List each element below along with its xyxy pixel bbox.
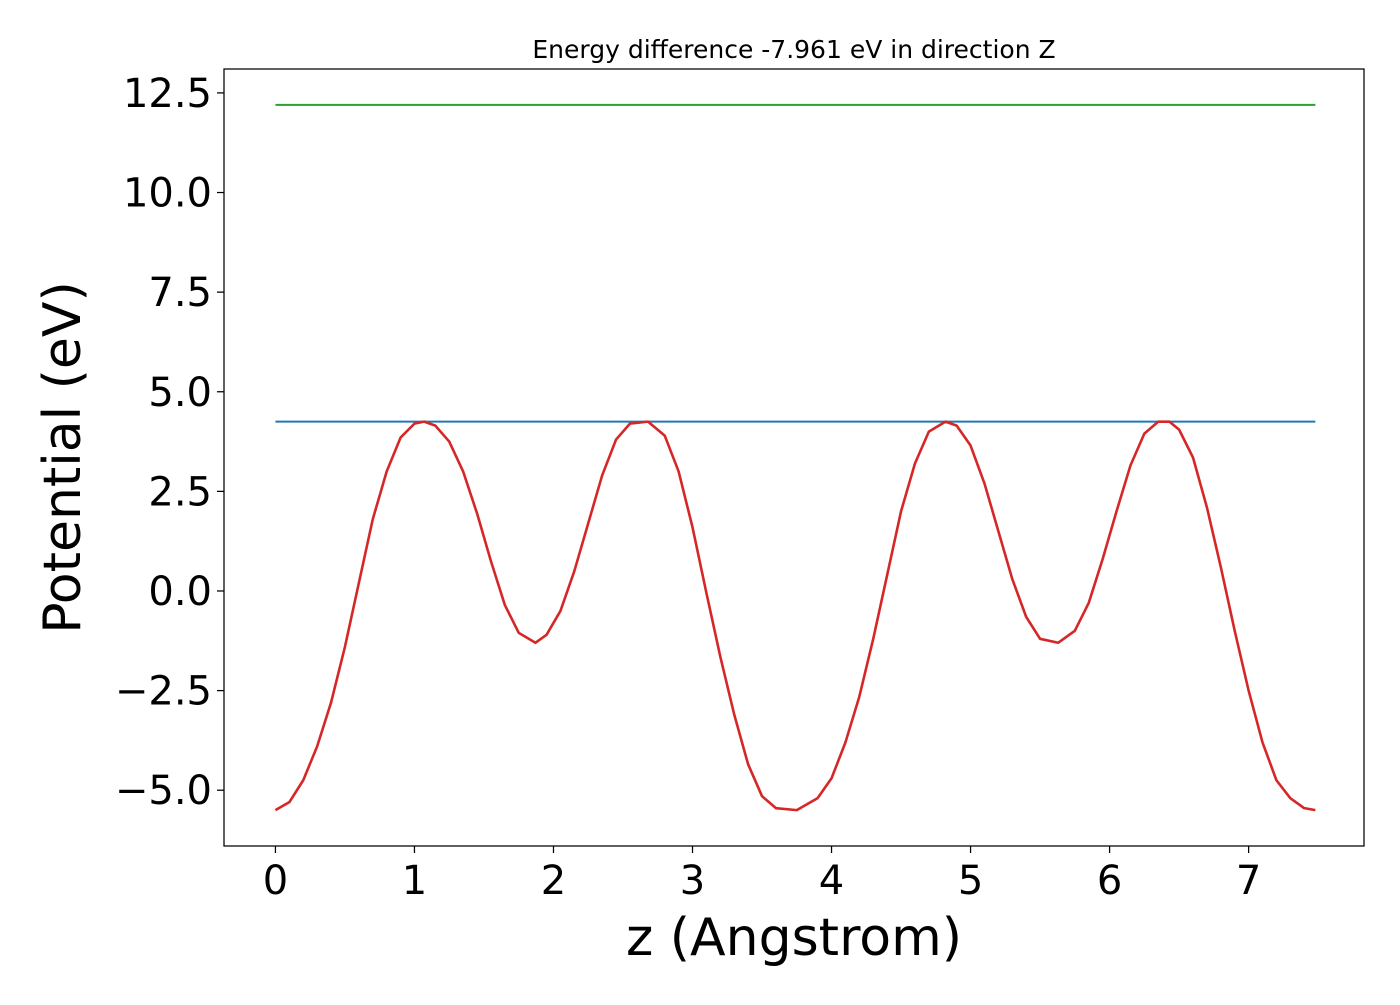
chart-title: Energy difference -7.961 eV in direction… xyxy=(532,35,1055,64)
y-tick-label: 10.0 xyxy=(123,171,212,217)
y-axis-label: Potential (eV) xyxy=(33,281,93,633)
series-line-0 xyxy=(274,420,1316,812)
x-tick-label: 6 xyxy=(1097,858,1122,904)
y-axis-ticks: 12.5 10.0 7.5 5.0 2.5 0.0 −2.5 −5.0 xyxy=(115,71,224,814)
y-tick-label: 2.5 xyxy=(148,469,212,515)
x-tick-label: 7 xyxy=(1236,858,1261,904)
x-tick-label: 3 xyxy=(680,858,705,904)
plot-area xyxy=(223,68,1365,847)
x-axis-label: z (Angstrom) xyxy=(626,908,962,968)
y-tick-label: −2.5 xyxy=(115,669,212,715)
x-tick-label: 1 xyxy=(402,858,427,904)
y-tick-label: 0.0 xyxy=(148,569,212,615)
y-tick-label: 5.0 xyxy=(148,370,212,416)
x-tick-label: 4 xyxy=(819,858,844,904)
x-tick-label: 2 xyxy=(541,858,566,904)
y-tick-label: −5.0 xyxy=(115,768,212,814)
y-tick-label: 7.5 xyxy=(148,270,212,316)
x-tick-label: 5 xyxy=(958,858,983,904)
x-axis-ticks: 0 1 2 3 4 5 6 7 xyxy=(263,846,1261,904)
x-tick-label: 0 xyxy=(263,858,288,904)
y-tick-label: 12.5 xyxy=(123,71,212,117)
plot-frame xyxy=(223,68,1365,847)
series-layer xyxy=(274,103,1316,812)
